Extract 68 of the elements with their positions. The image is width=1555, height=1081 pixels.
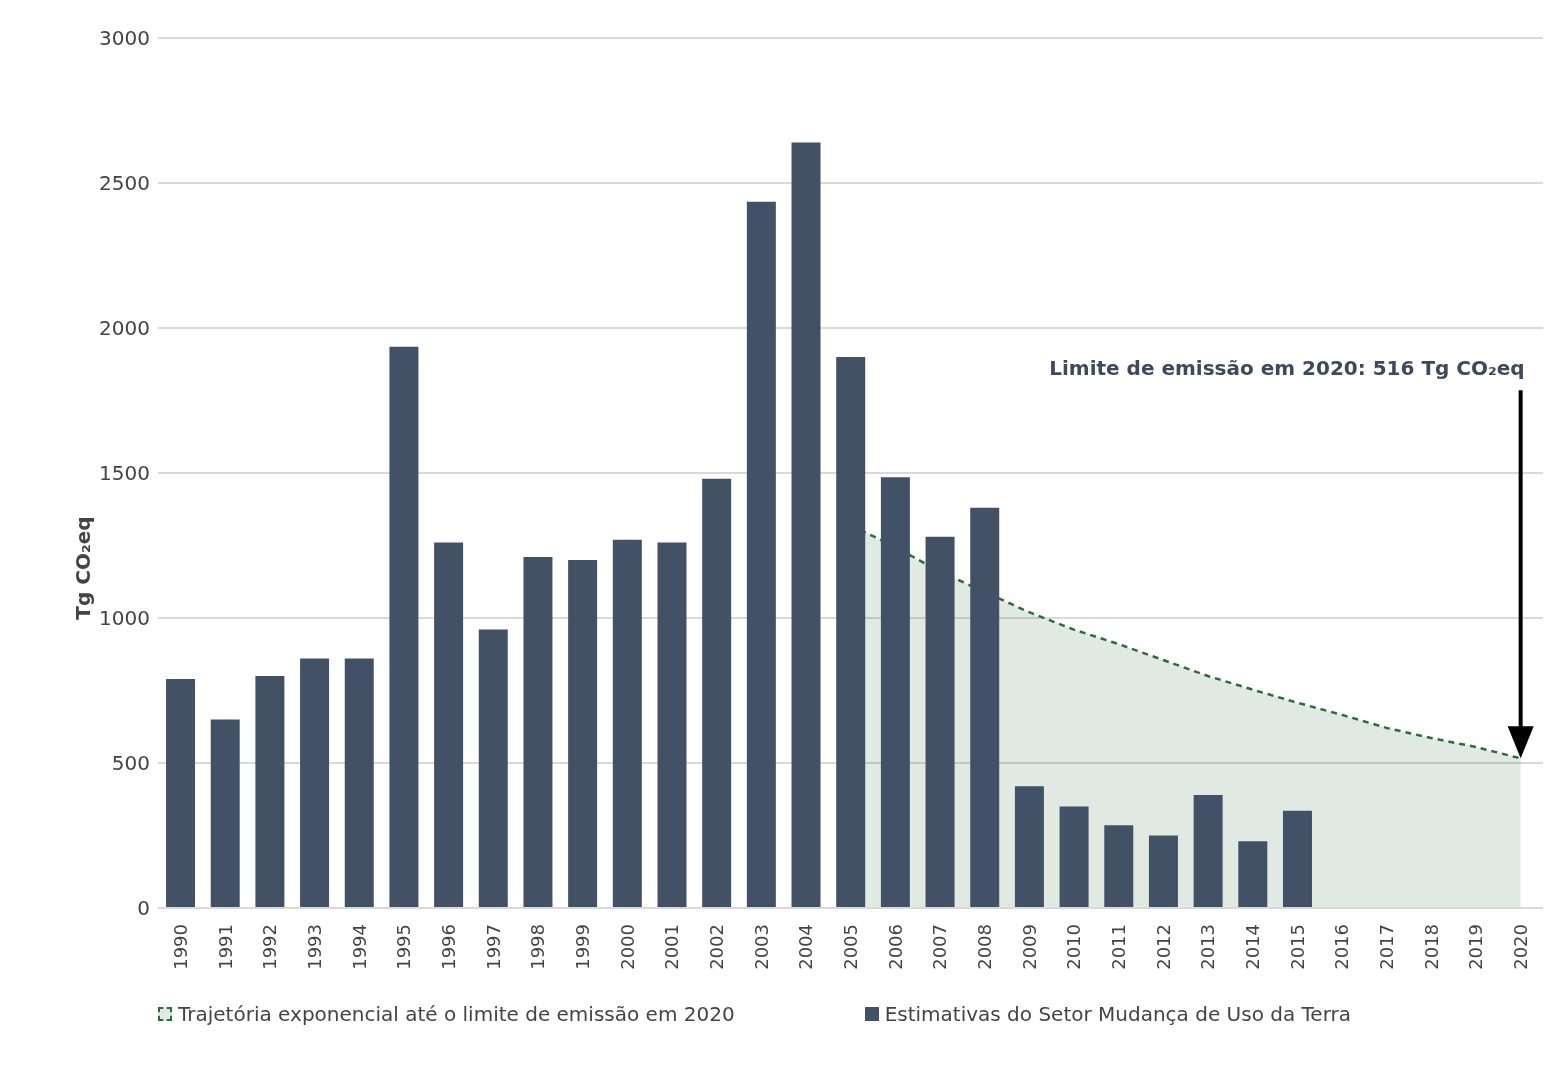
x-tick-label: 2011 <box>1108 924 1130 970</box>
x-tick-label: 2020 <box>1510 924 1532 970</box>
x-tick-label: 1995 <box>393 924 415 970</box>
bar <box>166 678 196 908</box>
bar <box>836 357 866 908</box>
bar <box>746 201 776 908</box>
x-tick-label: 1991 <box>214 924 236 970</box>
x-tick-label: 2018 <box>1420 924 1442 970</box>
bar <box>657 542 687 908</box>
x-tick-label: 2016 <box>1331 924 1353 970</box>
x-tick-label: 2015 <box>1286 924 1308 970</box>
x-tick-label: 1998 <box>527 924 549 970</box>
bar <box>612 539 642 908</box>
bar <box>702 478 732 908</box>
bar <box>925 536 955 908</box>
bar <box>255 676 285 908</box>
annotation: Limite de emissão em 2020: 516 Tg CO₂eq <box>1049 356 1525 381</box>
x-tick-label: 2003 <box>750 924 772 970</box>
y-tick-label: 500 <box>111 751 150 776</box>
x-tick-label: 1994 <box>348 924 370 970</box>
bar <box>1238 841 1268 908</box>
bar <box>1282 810 1312 908</box>
x-tick-label: 2006 <box>884 924 906 970</box>
bar <box>1014 786 1044 908</box>
x-tick-label: 2004 <box>795 924 817 970</box>
bar <box>880 477 910 908</box>
y-tick-label: 1500 <box>99 461 150 486</box>
x-tick-label: 2007 <box>929 924 951 970</box>
x-tick-label: 2008 <box>974 924 996 970</box>
x-tick-label: 2005 <box>840 924 861 970</box>
bar <box>1104 825 1134 908</box>
bar <box>791 142 821 908</box>
x-tick-label: 2017 <box>1376 924 1398 970</box>
x-tick-label: 1992 <box>259 924 281 970</box>
bar <box>970 507 1000 908</box>
y-tick-label: 2500 <box>99 171 150 196</box>
bar <box>210 719 240 908</box>
y-tick-label: 1000 <box>99 606 150 631</box>
x-tick-label: 1999 <box>571 924 593 970</box>
x-tick-label: 1990 <box>169 924 191 970</box>
bar <box>1148 835 1178 908</box>
x-tick-label: 2012 <box>1152 924 1174 970</box>
y-tick-label: 0 <box>137 896 150 921</box>
bar <box>300 658 330 908</box>
x-tick-label: 2009 <box>1018 924 1040 970</box>
x-tick-label: 2002 <box>705 924 727 970</box>
y-tick-label: 2000 <box>99 316 150 341</box>
x-tick-label: 2019 <box>1465 924 1487 970</box>
bar <box>1193 794 1223 908</box>
bar <box>1059 806 1089 908</box>
bar <box>344 658 374 908</box>
x-tick-label: 1997 <box>482 924 504 970</box>
x-tick-label: 1993 <box>303 924 325 970</box>
x-tick-label: 2000 <box>616 924 638 970</box>
y-tick-label: 3000 <box>99 26 150 51</box>
legend-label: Trajetória exponencial até o limite de emissão em 2020 <box>178 1002 735 1026</box>
bar <box>389 346 419 908</box>
legend-label: Estimativas do Setor Mudança de Uso da Terra <box>884 1002 1352 1026</box>
y-axis-title: Tg CO₂eq <box>71 516 95 620</box>
x-tick-label: 1996 <box>437 924 459 970</box>
x-tick-label: 2010 <box>1063 924 1085 970</box>
bar <box>523 557 553 908</box>
x-tick-label: 2013 <box>1197 924 1219 970</box>
x-tick-label: 2014 <box>1242 924 1264 970</box>
bar <box>434 542 464 908</box>
x-tick-label: 2001 <box>661 924 683 970</box>
bar <box>478 629 508 908</box>
bar <box>568 560 598 908</box>
